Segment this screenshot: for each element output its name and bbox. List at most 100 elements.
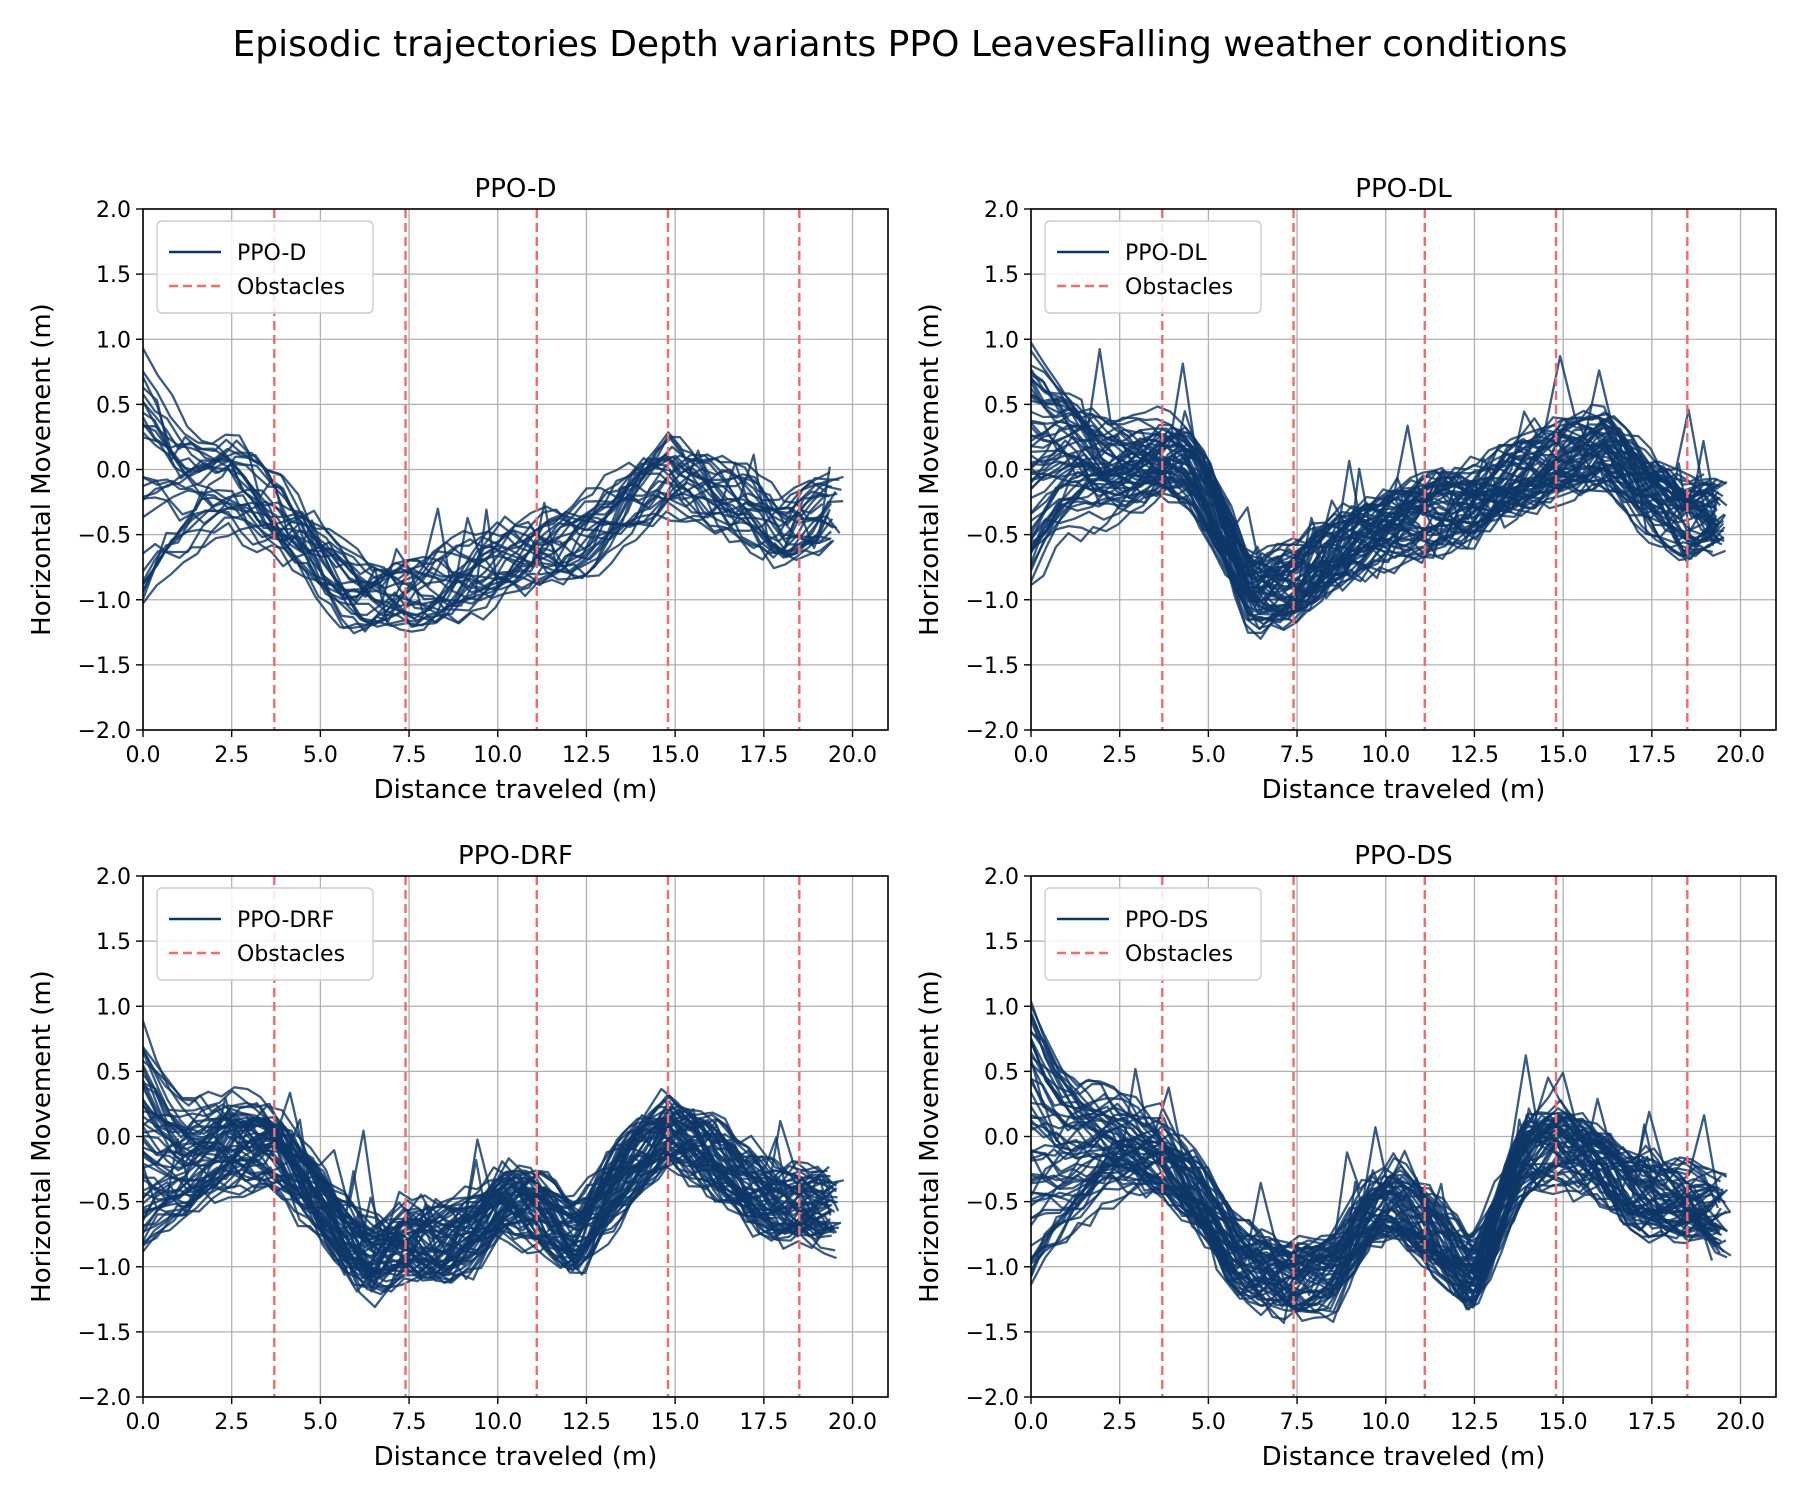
trajectory-line bbox=[1031, 1001, 1722, 1281]
trajectory-line bbox=[143, 453, 844, 612]
legend-label-obstacle: Obstacles bbox=[237, 275, 345, 300]
x-tick-label: 10.0 bbox=[1361, 1410, 1410, 1435]
x-tick-label: 17.5 bbox=[1627, 1410, 1676, 1435]
legend-label-trajectory: PPO-DS bbox=[1125, 908, 1208, 933]
trajectory-line bbox=[1031, 1005, 1715, 1325]
trajectory-line bbox=[1031, 432, 1721, 579]
y-tick-label: −1.5 bbox=[78, 654, 131, 679]
trajectory-line bbox=[1031, 438, 1717, 599]
x-tick-label: 12.5 bbox=[562, 1410, 611, 1435]
subplot-title: PPO-D bbox=[475, 174, 557, 204]
x-tick-label: 17.5 bbox=[739, 1410, 788, 1435]
y-tick-label: −0.5 bbox=[78, 1191, 131, 1216]
x-tick-label: 5.0 bbox=[303, 743, 338, 768]
y-tick-label: −0.5 bbox=[966, 1191, 1019, 1216]
trajectory-line bbox=[1031, 423, 1720, 613]
y-axis-label: Horizontal Movement (m) bbox=[27, 303, 57, 636]
legend-box bbox=[156, 887, 374, 981]
y-tick-label: 1.0 bbox=[984, 995, 1019, 1020]
x-tick-label: 12.5 bbox=[1450, 743, 1499, 768]
y-tick-label: 2.0 bbox=[984, 198, 1019, 223]
y-tick-label: −2.0 bbox=[966, 719, 1019, 744]
y-tick-label: 0.5 bbox=[984, 1060, 1019, 1085]
trajectory-line bbox=[143, 431, 840, 633]
y-tick-label: 1.0 bbox=[96, 328, 131, 353]
x-tick-label: 20.0 bbox=[828, 1410, 877, 1435]
legend: PPO-DRF Obstacles bbox=[156, 887, 374, 981]
tick-labels: 0.0 2.5 5.0 7.5 10.0 12.5 15.0 17.5 20.0 2.0 1.5 1.… bbox=[966, 865, 1765, 1435]
y-tick-label: 1.5 bbox=[984, 930, 1019, 955]
trajectory-line bbox=[1031, 369, 1727, 585]
trajectory-line bbox=[143, 1116, 832, 1250]
legend: PPO-DL Obstacles bbox=[1044, 220, 1262, 314]
y-axis-label: Horizontal Movement (m) bbox=[27, 970, 57, 1303]
x-tick-label: 15.0 bbox=[651, 1410, 700, 1435]
x-tick-label: 15.0 bbox=[1539, 743, 1588, 768]
x-tick-label: 15.0 bbox=[651, 743, 700, 768]
legend: PPO-DS Obstacles bbox=[1044, 887, 1262, 981]
subplot-ppo-drf: 0.0 2.5 5.0 7.5 10.0 12.5 15.0 17.5 20.0 2.0 1.5 1.… bbox=[27, 841, 889, 1472]
trajectory-line bbox=[1031, 441, 1718, 609]
y-tick-label: −1.0 bbox=[78, 1256, 131, 1281]
tick-labels: 0.0 2.5 5.0 7.5 10.0 12.5 15.0 17.5 20.0 2.0 1.5 1.… bbox=[78, 198, 877, 768]
x-tick-label: 10.0 bbox=[1361, 743, 1410, 768]
legend-label-obstacle: Obstacles bbox=[1125, 942, 1233, 967]
y-tick-label: −2.0 bbox=[966, 1386, 1019, 1411]
y-tick-label: 0.0 bbox=[984, 459, 1019, 484]
legend-box bbox=[1044, 220, 1262, 314]
trajectory-line bbox=[143, 371, 832, 628]
trajectory-line bbox=[143, 1048, 830, 1260]
x-tick-label: 7.5 bbox=[1280, 1410, 1315, 1435]
y-tick-label: 2.0 bbox=[96, 865, 131, 890]
trajectory-line bbox=[143, 1112, 838, 1292]
y-tick-label: −1.0 bbox=[966, 1256, 1019, 1281]
trajectory-line bbox=[1031, 1143, 1720, 1288]
x-tick-label: 0.0 bbox=[1014, 1410, 1049, 1435]
trajectory-series bbox=[1031, 1001, 1732, 1325]
x-tick-label: 2.5 bbox=[1102, 1410, 1137, 1435]
x-tick-label: 0.0 bbox=[1014, 743, 1049, 768]
legend-box bbox=[156, 220, 374, 314]
y-tick-label: 0.5 bbox=[96, 393, 131, 418]
y-tick-label: −0.5 bbox=[966, 524, 1019, 549]
legend-label-obstacle: Obstacles bbox=[1125, 275, 1233, 300]
trajectory-line bbox=[143, 1094, 829, 1293]
y-tick-label: −2.0 bbox=[78, 719, 131, 744]
x-tick-label: 12.5 bbox=[562, 743, 611, 768]
y-tick-label: −1.0 bbox=[78, 589, 131, 614]
legend-box bbox=[1044, 887, 1262, 981]
trajectory-line bbox=[1031, 1123, 1717, 1305]
y-tick-label: 1.0 bbox=[984, 328, 1019, 353]
legend: PPO-D Obstacles bbox=[156, 220, 374, 314]
trajectory-line bbox=[143, 1140, 838, 1258]
trajectory-line bbox=[1031, 421, 1712, 612]
x-tick-label: 0.0 bbox=[126, 1410, 161, 1435]
subplot-ppo-d: 0.0 2.5 5.0 7.5 10.0 12.5 15.0 17.5 20.0 2.0 1.5 1.… bbox=[27, 174, 889, 805]
trajectory-line bbox=[143, 472, 841, 620]
trajectory-line bbox=[143, 462, 829, 602]
x-tick-label: 2.5 bbox=[214, 743, 249, 768]
trajectory-line bbox=[1031, 1101, 1728, 1306]
x-tick-label: 10.0 bbox=[473, 743, 522, 768]
tick-labels: 0.0 2.5 5.0 7.5 10.0 12.5 15.0 17.5 20.0 2.0 1.5 1.… bbox=[78, 865, 877, 1435]
y-tick-label: −1.0 bbox=[966, 589, 1019, 614]
legend-label-trajectory: PPO-DL bbox=[1125, 241, 1207, 266]
y-tick-label: 0.5 bbox=[96, 1060, 131, 1085]
trajectory-line bbox=[1031, 1051, 1721, 1277]
x-tick-label: 10.0 bbox=[473, 1410, 522, 1435]
legend-label-obstacle: Obstacles bbox=[237, 942, 345, 967]
trajectory-line bbox=[143, 473, 829, 624]
y-tick-label: 2.0 bbox=[984, 865, 1019, 890]
trajectory-line bbox=[143, 454, 834, 630]
x-tick-label: 7.5 bbox=[1280, 743, 1315, 768]
trajectory-series bbox=[1031, 342, 1728, 640]
trajectory-line bbox=[143, 400, 831, 624]
y-tick-label: 1.5 bbox=[96, 263, 131, 288]
subplot-ppo-ds: 0.0 2.5 5.0 7.5 10.0 12.5 15.0 17.5 20.0 2.0 1.5 1.… bbox=[915, 841, 1777, 1472]
trajectory-line bbox=[143, 1118, 836, 1282]
x-tick-label: 17.5 bbox=[1627, 743, 1676, 768]
trajectory-line bbox=[143, 1079, 839, 1271]
subplot-ppo-dl: 0.0 2.5 5.0 7.5 10.0 12.5 15.0 17.5 20.0 2.0 1.5 1.… bbox=[915, 174, 1777, 805]
subplot-title: PPO-DL bbox=[1355, 174, 1452, 204]
